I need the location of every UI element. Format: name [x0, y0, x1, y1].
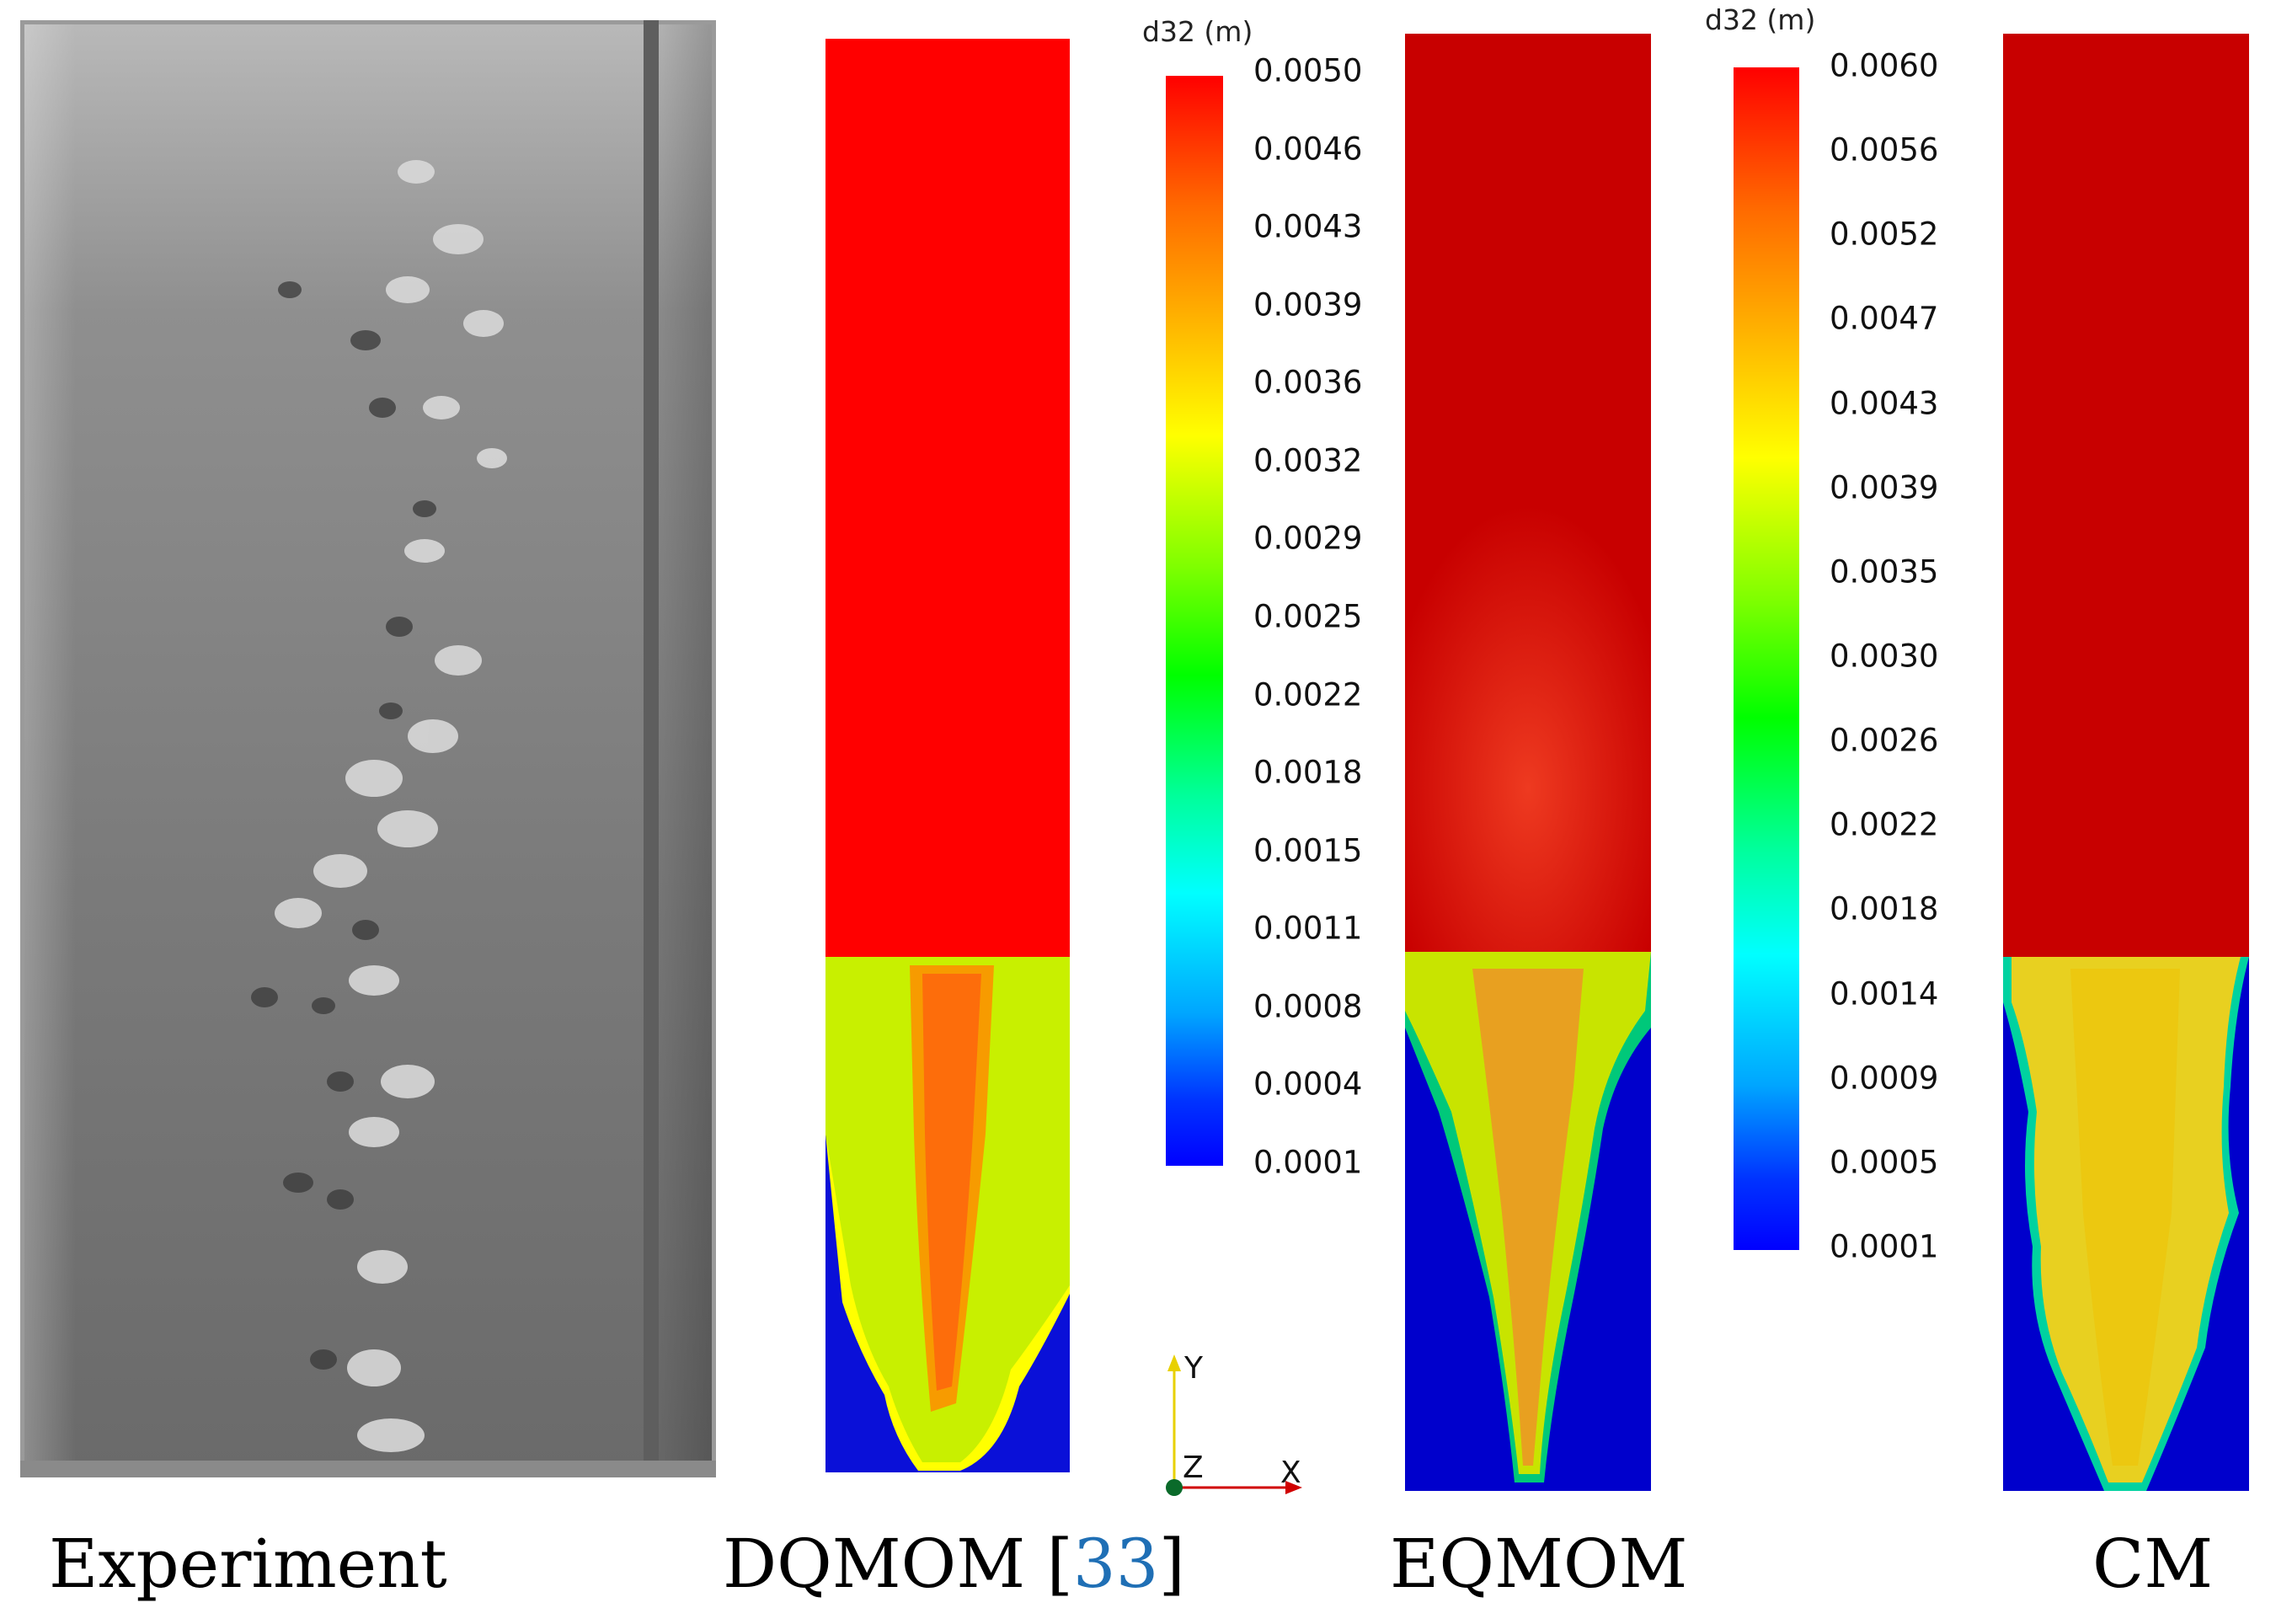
- colorbar-tick-label: 0.0001: [1253, 1144, 1363, 1181]
- colorbar-tick-label: 0.0039: [1253, 286, 1363, 323]
- axes-triad: Y Z X: [1154, 1348, 1322, 1508]
- colorbar-tick-label: 0.0046: [1253, 131, 1363, 168]
- colorbar-tick-label: 0.0052: [1830, 216, 1939, 253]
- colorbar-tick-label: 0.0008: [1253, 988, 1363, 1025]
- colorbar-left: [1166, 76, 1223, 1166]
- dqmom-contour: [825, 39, 1070, 1472]
- cm-contour: [2003, 34, 2249, 1491]
- colorbar-tick-label: 0.0032: [1253, 442, 1363, 479]
- colorbar-tick-label: 0.0039: [1830, 469, 1939, 506]
- colorbar-tick-label: 0.0047: [1830, 300, 1939, 337]
- colorbar-tick-label: 0.0022: [1830, 806, 1939, 843]
- colorbar-tick-label: 0.0026: [1830, 722, 1939, 759]
- axis-y-label: Y: [1184, 1351, 1203, 1386]
- colorbar-tick-label: 0.0025: [1253, 598, 1363, 635]
- colorbar-tick-label: 0.0043: [1830, 385, 1939, 422]
- caption-experiment: Experiment: [49, 1525, 447, 1603]
- colorbar-tick-label: 0.0030: [1830, 638, 1939, 675]
- colorbar-tick-label: 0.0060: [1830, 47, 1939, 84]
- colorbar-tick-label: 0.0022: [1253, 676, 1363, 713]
- colorbar-right-title: d32 (m): [1705, 3, 1816, 36]
- colorbar-tick-label: 0.0036: [1253, 364, 1363, 401]
- axis-z-label: Z: [1183, 1450, 1204, 1485]
- colorbar-tick-label: 0.0029: [1253, 520, 1363, 557]
- colorbar-tick-label: 0.0011: [1253, 910, 1363, 947]
- colorbar-tick-label: 0.0014: [1830, 975, 1939, 1012]
- colorbar-tick-label: 0.0001: [1830, 1228, 1939, 1265]
- caption-cm: CM: [2092, 1525, 2214, 1603]
- caption-dqmom-main: DQMOM [: [723, 1525, 1073, 1603]
- colorbar-tick-label: 0.0035: [1830, 553, 1939, 590]
- colorbar-tick-label: 0.0018: [1253, 754, 1363, 791]
- axis-x-label: X: [1280, 1456, 1301, 1490]
- colorbar-tick-label: 0.0043: [1253, 208, 1363, 245]
- colorbar-tick-label: 0.0005: [1830, 1144, 1939, 1181]
- colorbar-tick-label: 0.0004: [1253, 1066, 1363, 1103]
- eqmom-contour: [1405, 34, 1651, 1491]
- experiment-photo: [20, 20, 716, 1477]
- colorbar-right: [1734, 67, 1799, 1250]
- caption-eqmom: EQMOM: [1390, 1525, 1688, 1603]
- colorbar-tick-label: 0.0018: [1830, 890, 1939, 927]
- colorbar-tick-label: 0.0050: [1253, 52, 1363, 89]
- colorbar-left-title: d32 (m): [1142, 15, 1253, 48]
- colorbar-tick-label: 0.0009: [1830, 1060, 1939, 1097]
- caption-dqmom: DQMOM [33]: [723, 1525, 1185, 1603]
- colorbar-tick-label: 0.0056: [1830, 131, 1939, 168]
- caption-dqmom-end: ]: [1158, 1525, 1185, 1603]
- caption-dqmom-ref[interactable]: 33: [1072, 1525, 1159, 1603]
- colorbar-tick-label: 0.0015: [1253, 832, 1363, 869]
